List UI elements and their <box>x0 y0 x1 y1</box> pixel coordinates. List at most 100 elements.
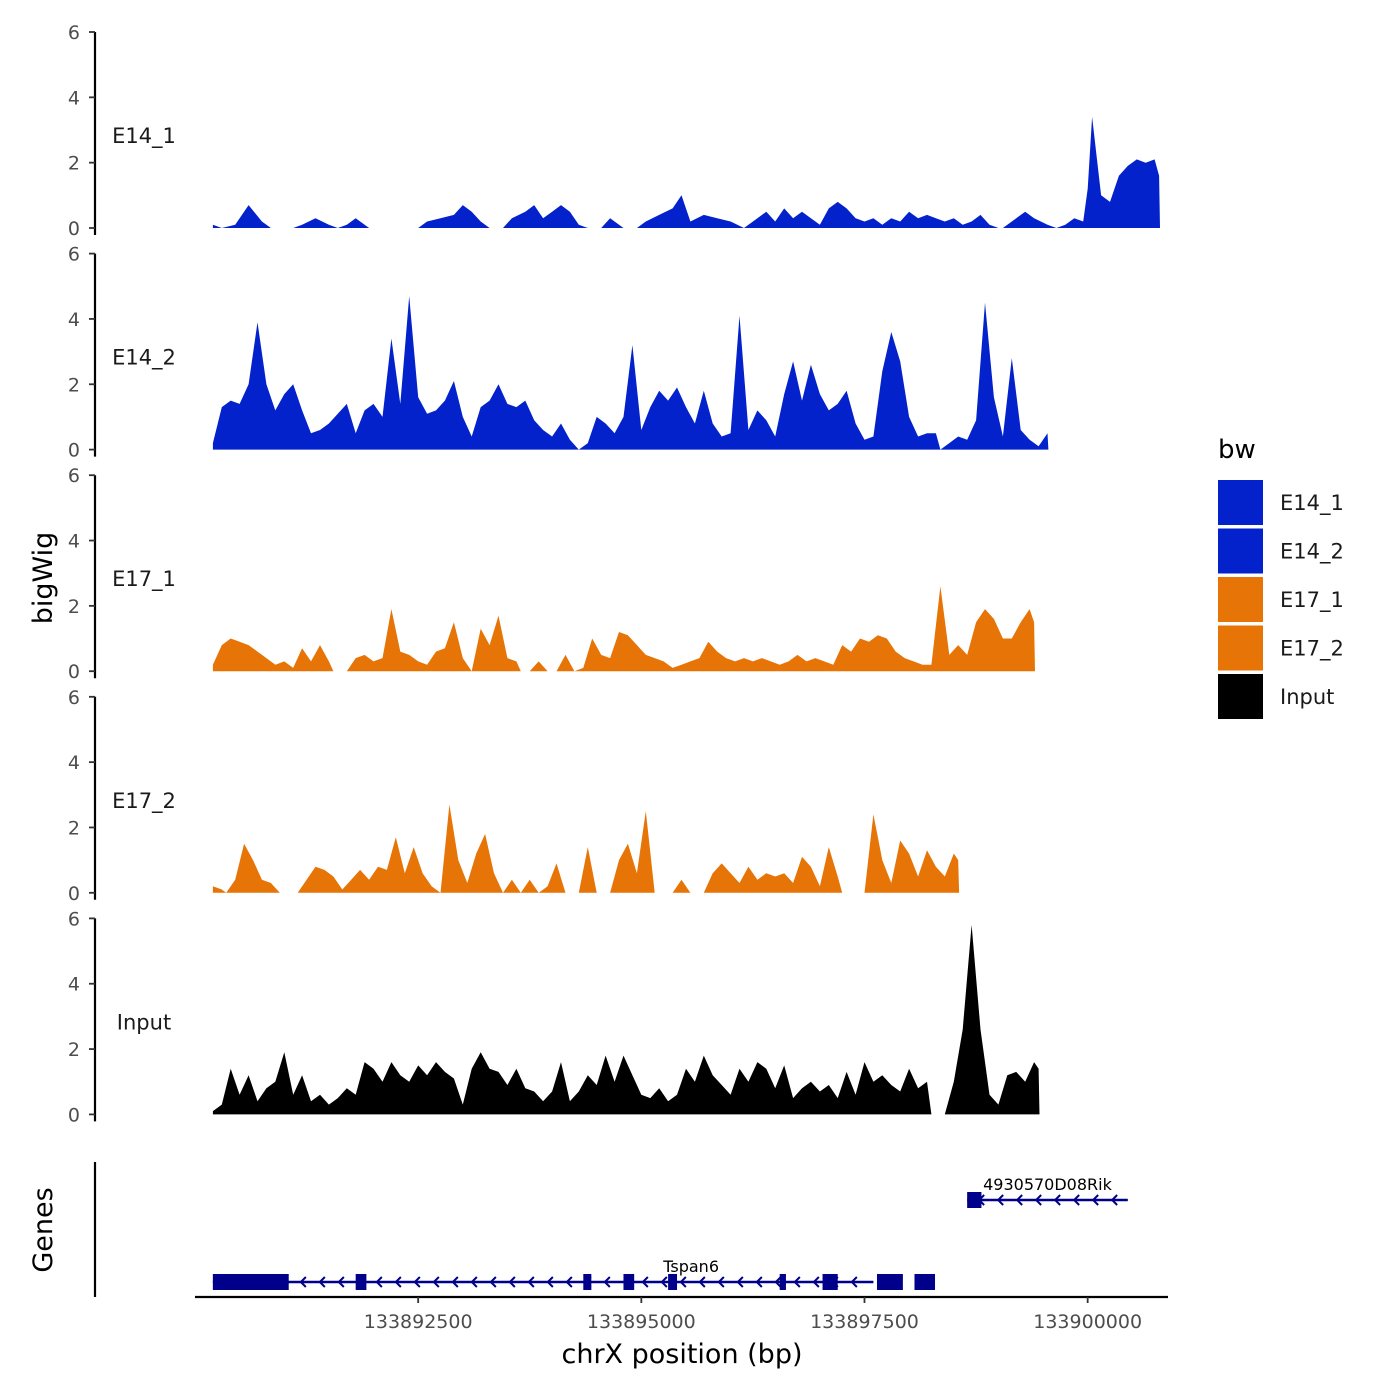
y-tick-label: 4 <box>68 752 80 774</box>
x-tick-label: 133892500 <box>364 1311 473 1333</box>
strand-arrow <box>755 1276 763 1288</box>
track-label-Input: Input <box>117 1010 171 1034</box>
x-axis: 133892500 133895000 133897500 133900000 <box>195 1295 1168 1333</box>
strand-arrow <box>508 1276 516 1288</box>
strand-arrow <box>546 1276 554 1288</box>
legend-swatch-E17_1 <box>1218 577 1263 622</box>
genes-axis-title: Genes <box>28 1187 59 1272</box>
y-tick-label: 2 <box>68 596 80 618</box>
strand-arrow <box>470 1276 478 1288</box>
strand-arrow <box>793 1276 801 1288</box>
y-tick-label: 0 <box>68 661 80 683</box>
y-tick-label: 2 <box>68 374 80 396</box>
strand-arrow <box>717 1276 725 1288</box>
y-tick-label: 4 <box>68 87 80 109</box>
y-tick-label: 6 <box>68 687 80 709</box>
strand-arrow <box>641 1276 649 1288</box>
y-tick-label: 2 <box>68 817 80 839</box>
legend-label-E14_1: E14_1 <box>1280 491 1344 516</box>
y-tick-label: 0 <box>68 218 80 240</box>
strand-arrow <box>774 1276 782 1288</box>
strand-arrow <box>1110 1194 1118 1206</box>
y-tick-label: 0 <box>68 1104 80 1126</box>
strand-arrow <box>299 1276 307 1288</box>
strand-arrow <box>1053 1194 1061 1206</box>
gene-exon <box>212 1274 289 1290</box>
strand-arrow <box>489 1276 497 1288</box>
track-E14_1: 0 2 4 6 E14_1 <box>68 22 1160 240</box>
gene-exon <box>914 1274 936 1290</box>
y-axis-title: bigWig <box>28 532 59 625</box>
tracks-layer: 0 2 4 6 E14_1 0 2 4 6 E14_2 0 2 4 6 E17_1 0 2 4 6 E17_2 0 2 4 6… <box>68 22 1160 1126</box>
legend-label-Input: Input <box>1280 685 1334 709</box>
gene-Tspan6: Tspan6 <box>212 1257 936 1290</box>
strand-arrow <box>432 1276 440 1288</box>
x-tick-label: 133895000 <box>587 1311 696 1333</box>
legend-title: bw <box>1218 435 1256 465</box>
strand-arrow <box>1072 1194 1080 1206</box>
gene-label-4930570D08Rik: 4930570D08Rik <box>983 1175 1113 1194</box>
strand-arrow <box>1034 1194 1042 1206</box>
strand-arrow <box>451 1276 459 1288</box>
strand-arrow <box>660 1276 668 1288</box>
gene-exon <box>822 1274 838 1290</box>
y-tick-label: 2 <box>68 1039 80 1061</box>
legend-label-E17_2: E17_2 <box>1280 637 1344 662</box>
track-label-E14_1: E14_1 <box>112 124 176 149</box>
x-axis-title: chrX position (bp) <box>561 1339 802 1370</box>
track-E17_1: 0 2 4 6 E17_1 <box>68 465 1035 683</box>
strand-arrow <box>1091 1194 1099 1206</box>
y-tick-label: 4 <box>68 309 80 331</box>
gene-label-Tspan6: Tspan6 <box>662 1257 719 1276</box>
strand-arrow <box>375 1276 383 1288</box>
gene-exon <box>623 1274 635 1290</box>
strand-arrow <box>337 1276 345 1288</box>
legend-swatch-E17_2 <box>1218 625 1263 671</box>
strand-arrow <box>603 1276 611 1288</box>
strand-arrow <box>679 1276 687 1288</box>
y-tick-label: 6 <box>68 22 80 44</box>
track-label-E17_1: E17_1 <box>112 567 176 592</box>
area-Input <box>212 924 1040 1115</box>
x-tick-label: 133900000 <box>1033 1311 1142 1333</box>
legend: bw E14_1 E14_2 E17_1 E17_2 Input <box>1218 435 1344 719</box>
y-tick-label: 2 <box>68 153 80 175</box>
legend-label-E17_1: E17_1 <box>1280 588 1344 613</box>
y-tick-label: 4 <box>68 531 80 553</box>
track-label-E17_2: E17_2 <box>112 789 176 814</box>
y-tick-label: 4 <box>68 974 80 996</box>
gene-exon <box>876 1274 903 1290</box>
strand-arrow <box>1015 1194 1023 1206</box>
legend-label-E14_2: E14_2 <box>1280 540 1344 565</box>
area-E14_2 <box>212 296 1049 450</box>
y-tick-label: 6 <box>68 908 80 930</box>
area-E17_1 <box>212 586 1035 672</box>
strand-arrow <box>527 1276 535 1288</box>
gene-exon <box>779 1274 786 1290</box>
gene-exon <box>668 1274 678 1290</box>
y-tick-label: 6 <box>68 244 80 266</box>
strand-arrow <box>736 1276 744 1288</box>
track-E14_2: 0 2 4 6 E14_2 <box>68 244 1049 462</box>
strand-arrow <box>565 1276 573 1288</box>
strand-arrow <box>413 1276 421 1288</box>
strand-arrow <box>996 1194 1004 1206</box>
strand-arrow <box>698 1276 706 1288</box>
legend-swatch-E14_2 <box>1218 528 1263 574</box>
legend-swatch-E14_1 <box>1218 480 1263 525</box>
y-tick-label: 6 <box>68 465 80 487</box>
y-tick-label: 0 <box>68 883 80 905</box>
area-E17_2 <box>212 804 960 893</box>
area-E14_1 <box>212 116 1160 228</box>
strand-arrow <box>394 1276 402 1288</box>
gene-4930570D08Rik: 4930570D08Rik <box>967 1175 1128 1208</box>
gene-exon <box>355 1274 367 1290</box>
track-Input: 0 2 4 6 Input <box>68 908 1040 1126</box>
strand-arrow <box>318 1276 326 1288</box>
gene-exon <box>967 1192 982 1208</box>
x-tick-label: 133897500 <box>810 1311 919 1333</box>
strand-arrow <box>850 1276 858 1288</box>
strand-arrow <box>812 1276 820 1288</box>
y-tick-label: 0 <box>68 440 80 462</box>
